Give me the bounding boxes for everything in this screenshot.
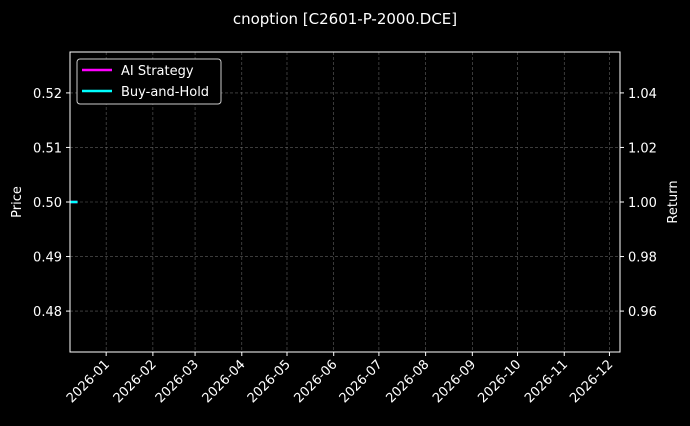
y-tick-label: 0.52 xyxy=(33,87,62,102)
y2-tick-label: 1.00 xyxy=(628,196,657,211)
y-axis-label: Price xyxy=(10,186,25,218)
x-tick-label: 2026-10 xyxy=(475,357,524,406)
x-tick-label: 2026-11 xyxy=(522,357,571,406)
legend-label-ai-strategy: AI Strategy xyxy=(121,64,194,79)
legend-box xyxy=(76,58,222,105)
x-tick-label: 2026-12 xyxy=(567,357,616,406)
y-tick-label: 0.48 xyxy=(33,305,62,320)
x-tick-label: 2026-05 xyxy=(245,357,294,406)
legend-label-buy-and-hold: Buy-and-Hold xyxy=(121,85,209,100)
legend: AI Strategy Buy-and-Hold xyxy=(76,58,222,105)
x-tick-label: 2026-04 xyxy=(200,357,249,406)
x-tick-label: 2026-09 xyxy=(430,357,479,406)
x-tick-label: 2026-03 xyxy=(153,357,202,406)
x-tick-label: 2026-01 xyxy=(64,357,113,406)
x-tick-label: 2026-06 xyxy=(292,357,341,406)
y2-tick-label: 1.04 xyxy=(628,87,657,102)
ticks: 2026-012026-022026-032026-042026-052026-… xyxy=(33,87,657,406)
y-tick-label: 0.49 xyxy=(33,251,62,266)
y2-tick-label: 1.02 xyxy=(628,141,657,156)
y-tick-label: 0.51 xyxy=(33,141,62,156)
y-tick-label: 0.50 xyxy=(33,196,62,211)
y2-tick-label: 0.96 xyxy=(628,305,657,320)
y2-tick-label: 0.98 xyxy=(628,251,657,266)
chart-title: cnoption [C2601-P-2000.DCE] xyxy=(233,10,457,28)
x-tick-label: 2026-02 xyxy=(111,357,160,406)
x-tick-label: 2026-08 xyxy=(383,357,432,406)
y2-axis-label: Return xyxy=(666,180,681,223)
x-tick-label: 2026-07 xyxy=(337,357,386,406)
